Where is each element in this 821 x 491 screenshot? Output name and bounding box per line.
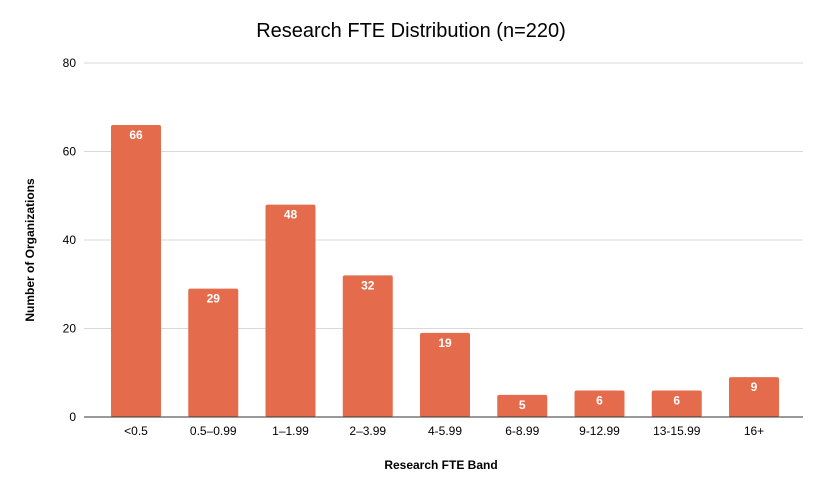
y-tick-label: 80 — [63, 56, 77, 70]
data-label: 9 — [751, 380, 758, 394]
data-label: 32 — [361, 278, 375, 292]
x-tick-label: 2–3.99 — [349, 424, 386, 438]
y-tick-label: 60 — [63, 145, 77, 159]
bar — [188, 288, 239, 417]
data-label: 6 — [596, 393, 603, 407]
x-tick-label: 4-5.99 — [428, 424, 462, 438]
bar — [651, 390, 702, 417]
x-tick-label: 0.5–0.99 — [190, 424, 237, 438]
bar — [574, 390, 625, 417]
x-axis-label: Research FTE Band — [384, 458, 497, 472]
bar — [420, 332, 470, 417]
data-label: 6 — [673, 393, 680, 407]
data-label: 19 — [438, 336, 452, 350]
y-tick-label: 20 — [63, 322, 77, 336]
data-label: 48 — [284, 208, 298, 222]
y-tick-label: 40 — [63, 233, 77, 247]
x-tick-label: 9-12.99 — [579, 424, 620, 438]
data-label: 5 — [519, 398, 526, 412]
x-axis-ticks: <0.5 0.5–0.99 1–1.99 2–3.99 4-5.99 6-8.99 9-12… — [124, 424, 764, 438]
bar — [265, 204, 316, 417]
y-axis-ticks: 0 20 40 60 80 — [63, 56, 77, 424]
x-tick-label: 13-15.99 — [653, 424, 701, 438]
x-tick-label: 6-8.99 — [505, 424, 539, 438]
bar — [497, 394, 548, 417]
x-tick-label: 1–1.99 — [272, 424, 309, 438]
y-axis-label: Number of Organizations — [23, 178, 37, 322]
bar — [111, 124, 161, 417]
data-label: 66 — [129, 128, 143, 142]
data-label: 29 — [207, 292, 221, 306]
y-tick-label: 0 — [69, 410, 76, 424]
x-tick-label: <0.5 — [124, 424, 148, 438]
x-tick-label: 16+ — [744, 424, 764, 438]
bar — [342, 275, 393, 417]
bar — [729, 377, 779, 417]
bars — [111, 124, 779, 417]
gridlines — [84, 62, 803, 329]
chart-title: Research FTE Distribution (n=220) — [256, 20, 566, 42]
